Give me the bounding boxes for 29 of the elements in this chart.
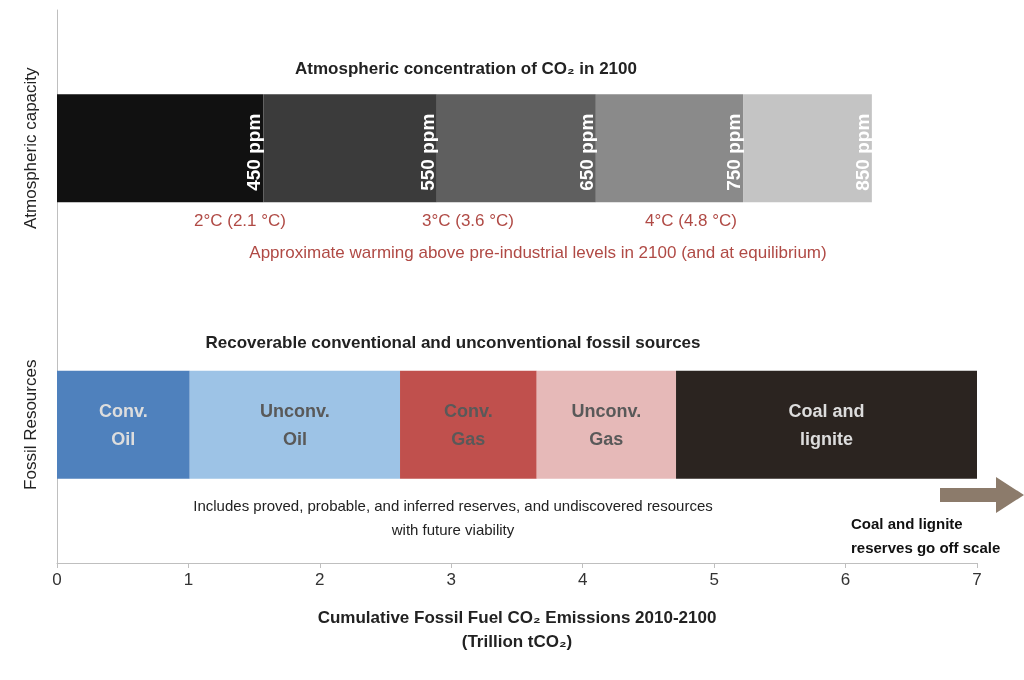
- x-tick-label: 1: [183, 570, 194, 589]
- x-tick-label: 4: [577, 570, 588, 589]
- series-label: 550 ppm: [416, 113, 438, 191]
- series-label: Conv. Oil: [99, 400, 148, 449]
- annotation: 3°C (3.6 °C): [421, 210, 515, 230]
- series-label: 450 ppm: [243, 113, 265, 191]
- x-tick-label: 0: [52, 570, 62, 589]
- x-tick-label: 2: [315, 570, 325, 589]
- series-label: Coal and lignite: [788, 400, 865, 449]
- series-label: Conv. Gas: [444, 400, 493, 449]
- series-label: 850 ppm: [851, 113, 873, 191]
- series-label: 650 ppm: [575, 113, 597, 191]
- x-tick-label: 5: [709, 570, 719, 589]
- annotation: Approximate warming above pre-industrial levels in 2100 (and at equilibrium): [249, 242, 827, 262]
- series-label: Unconv. Oil: [260, 400, 330, 449]
- annotation: Includes proved, probable, and inferred reserves, and undiscovered resources with future viability: [193, 496, 713, 538]
- x-axis-title: Cumulative Fossil Fuel CO₂ Emissions 2010-2100 (Trillion tCO₂): [317, 607, 717, 651]
- annotation: Recoverable conventional and unconventional fossil sources: [205, 332, 701, 352]
- y-tick-label: Fossil Resources: [21, 359, 40, 490]
- series-label: Unconv. Gas: [571, 400, 642, 449]
- annotation: Coal and lignite reserves go off scale: [851, 514, 1001, 556]
- series-label: 750 ppm: [723, 113, 745, 191]
- x-tick-label: 3: [446, 570, 457, 589]
- annotation: 4°C (4.8 °C): [644, 210, 738, 230]
- x-tick-label: 6: [840, 570, 851, 589]
- annotation: Atmospheric concentration of CO₂ in 2100: [295, 58, 637, 78]
- x-tick-label: 7: [972, 570, 982, 589]
- y-tick-label: Atmospheric capacity: [21, 66, 40, 230]
- annotation: 2°C (2.1 °C): [193, 210, 287, 230]
